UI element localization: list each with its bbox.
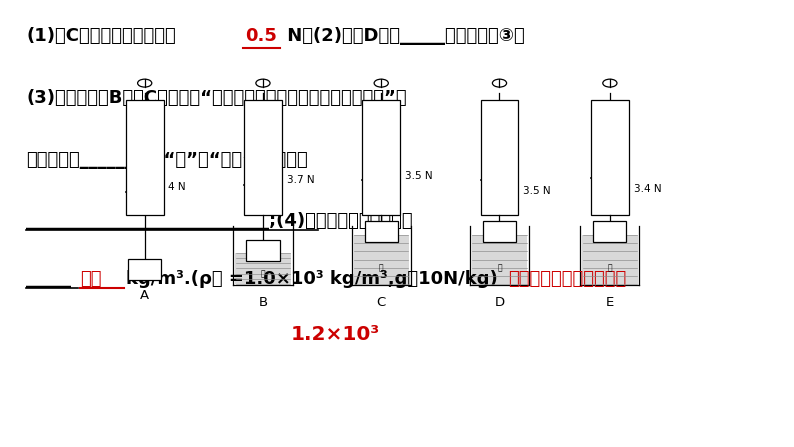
Text: 水: 水 — [607, 263, 612, 272]
Text: 3.7 N: 3.7 N — [287, 175, 314, 186]
Text: (1)图C中物体所受的浮力为: (1)图C中物体所受的浮力为 — [26, 27, 176, 45]
Text: 0.5: 0.5 — [245, 27, 277, 45]
Text: 3.4 N: 3.4 N — [634, 184, 661, 194]
Text: 1.2×10³: 1.2×10³ — [291, 325, 380, 344]
Text: _____: _____ — [26, 270, 71, 288]
Bar — [483, 221, 516, 242]
Text: C: C — [376, 296, 386, 309]
Bar — [593, 221, 626, 242]
Text: 3.5 N: 3.5 N — [523, 186, 551, 196]
Text: 结论？答：______(选填“能”或“不能”），理由是: 结论？答：______(选填“能”或“不能”），理由是 — [26, 151, 308, 169]
Text: A: A — [140, 289, 149, 302]
Text: (3)该同学由图B和图C能否得出“浮力的大小跟浸入液体中的深度有关”的: (3)该同学由图B和图C能否得出“浮力的大小跟浸入液体中的深度有关”的 — [26, 89, 407, 107]
Text: 3.5 N: 3.5 N — [405, 171, 433, 181]
Text: kg/m³.(ρ水 =1.0×10³ kg/m³,g取10N/kg): kg/m³.(ρ水 =1.0×10³ kg/m³,g取10N/kg) — [125, 270, 498, 288]
Text: B: B — [258, 296, 268, 309]
Text: N；(2)由图D和图_____可验证猜想③；: N；(2)由图D和图_____可验证猜想③； — [281, 27, 525, 45]
Text: 4 N: 4 N — [168, 182, 186, 192]
Bar — [591, 100, 629, 215]
Bar — [480, 100, 518, 215]
Bar — [472, 235, 527, 284]
Text: 水: 水 — [497, 263, 502, 272]
Text: 不能: 不能 — [80, 270, 102, 288]
Bar — [353, 235, 409, 284]
Text: 水: 水 — [379, 263, 384, 272]
Bar — [235, 253, 291, 284]
Bar — [582, 235, 638, 284]
Bar — [244, 100, 282, 215]
Text: D: D — [495, 296, 504, 309]
Bar — [362, 100, 400, 215]
Text: E: E — [606, 296, 614, 309]
Text: 水: 水 — [260, 270, 265, 278]
Bar — [125, 100, 164, 215]
Bar — [364, 221, 398, 242]
Text: 控制排开液体的体积相等: 控制排开液体的体积相等 — [508, 270, 626, 288]
Text: ___________________________;(4)本实验中盐水的密度为: ___________________________;(4)本实验中盐水的密度… — [26, 212, 413, 231]
Bar — [128, 259, 161, 280]
Bar — [246, 240, 279, 261]
